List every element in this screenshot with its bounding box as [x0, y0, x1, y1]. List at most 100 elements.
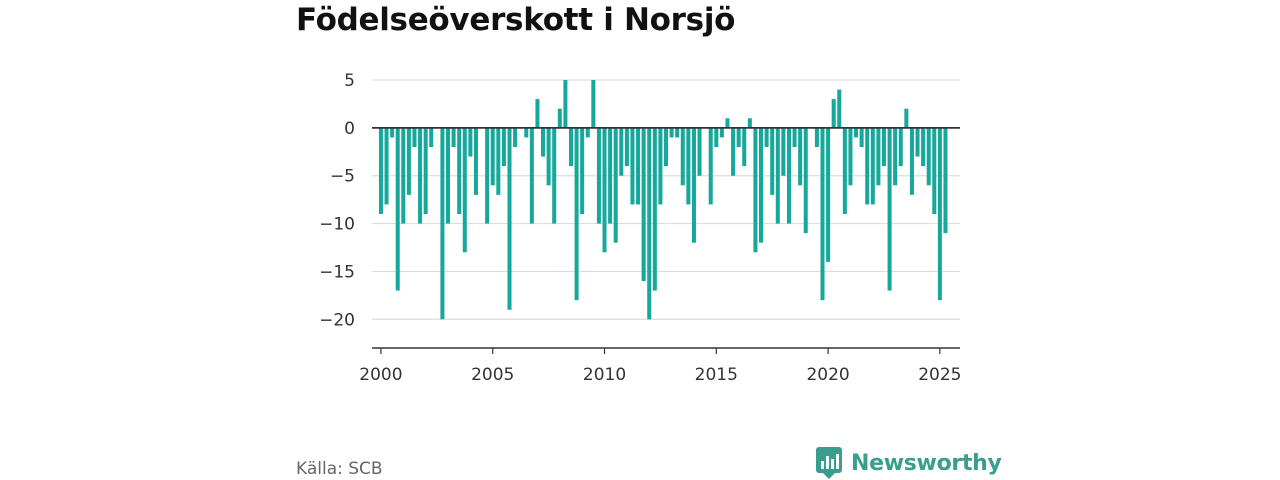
bar: [529, 127, 534, 224]
bar: [580, 127, 585, 214]
bar: [619, 127, 624, 176]
bar: [429, 127, 434, 147]
bar: [909, 127, 914, 195]
bar: [485, 127, 490, 224]
bar: [915, 127, 920, 157]
bar: [451, 127, 456, 147]
y-tick-label: −10: [319, 215, 355, 235]
bar: [937, 127, 942, 301]
x-tick-label: 2015: [695, 365, 738, 385]
bar: [781, 127, 786, 176]
bar: [731, 127, 736, 176]
bar: [714, 127, 719, 147]
y-tick-label: −5: [330, 167, 355, 187]
bar: [831, 99, 836, 128]
y-axis-ticks: 5 0 −5 −10 −15 −20: [319, 71, 355, 330]
bar: [837, 89, 842, 128]
bar: [546, 127, 551, 186]
brand-name: Newsworthy: [851, 450, 1002, 476]
newsworthy-logo-icon: [816, 447, 842, 479]
bar: [501, 127, 506, 167]
bar: [652, 127, 657, 291]
bar: [686, 127, 691, 205]
x-tick-label: 2000: [359, 365, 402, 385]
x-tick-label: 2025: [918, 365, 961, 385]
bar: [926, 127, 931, 186]
bar: [854, 127, 859, 138]
bar: [770, 127, 775, 195]
bar: [406, 127, 411, 195]
bar: [462, 127, 467, 253]
bar: [842, 127, 847, 214]
bar: [870, 127, 875, 205]
bar: [904, 108, 909, 128]
y-tick-label: −20: [319, 310, 355, 330]
bar: [680, 127, 685, 186]
x-axis: 2000 2005 2010 2015 2020 2025: [359, 347, 962, 385]
bar: [535, 99, 540, 128]
bar: [759, 127, 764, 243]
bar: [865, 127, 870, 205]
bar: [541, 127, 546, 157]
bar: [736, 127, 741, 147]
bar: [507, 127, 512, 310]
bar: [630, 127, 635, 205]
y-tick-label: 5: [344, 71, 355, 91]
bar: [608, 127, 613, 224]
bar: [574, 127, 579, 301]
bar: [893, 127, 898, 186]
bar: [568, 127, 573, 167]
bar: [591, 80, 596, 128]
bar: [792, 127, 797, 147]
bar: [418, 127, 423, 224]
bar: [602, 127, 607, 253]
bar: [725, 118, 730, 128]
x-tick-label: 2010: [583, 365, 626, 385]
bar: [647, 127, 652, 320]
bar: [513, 127, 518, 147]
bar: [742, 127, 747, 167]
bar: [747, 118, 752, 128]
bar: [663, 127, 669, 167]
bar: [848, 127, 853, 186]
bar: [820, 127, 825, 301]
bar: [490, 127, 495, 186]
bar: [775, 127, 780, 224]
bar: [876, 127, 881, 186]
bar: [552, 127, 557, 224]
bar: [423, 127, 428, 214]
bar: [457, 127, 462, 214]
bars: [378, 80, 948, 320]
bar: [675, 127, 680, 138]
bar: [826, 127, 831, 262]
bar: [557, 108, 562, 128]
bar: [764, 127, 769, 147]
bar: [921, 127, 926, 167]
bar: [753, 127, 758, 253]
bar: [524, 127, 529, 138]
x-tick-label: 2020: [806, 365, 849, 385]
bar: [636, 127, 641, 205]
bar: [708, 127, 713, 205]
bar: [798, 127, 803, 186]
bar: [803, 127, 808, 234]
y-tick-label: 0: [344, 119, 355, 139]
bar: [395, 127, 400, 291]
bar: [719, 127, 724, 138]
bar: [881, 127, 886, 167]
source-note: Källa: SCB: [296, 459, 383, 479]
bar: [669, 127, 674, 138]
y-tick-label: −15: [319, 262, 355, 282]
bar: [468, 127, 473, 157]
chart-title: Födelseöverskott i Norsjö: [296, 2, 736, 38]
bar: [384, 127, 389, 205]
bar: [814, 127, 819, 147]
bar: [412, 127, 417, 147]
brand-logo[interactable]: Newsworthy: [815, 446, 1002, 480]
bar: [390, 127, 395, 138]
bar: [585, 127, 590, 138]
x-tick-label: 2005: [471, 365, 514, 385]
bar: [563, 80, 568, 128]
bar: [473, 127, 478, 195]
bar: [496, 127, 501, 195]
